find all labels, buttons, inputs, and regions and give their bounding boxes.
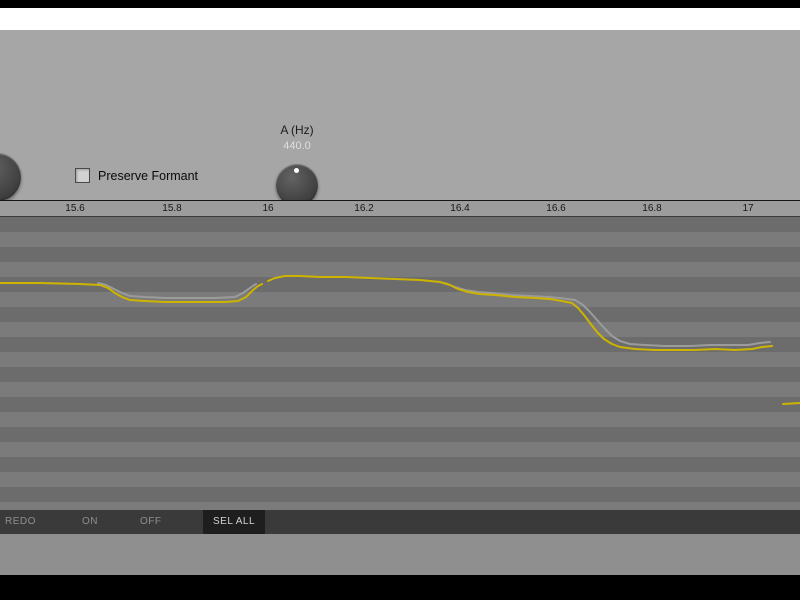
top-black-bar: [0, 0, 800, 8]
time-ruler[interactable]: 15.6 15.8 16 16.2 16.4 16.6 16.8 17: [0, 200, 800, 216]
ruler-tick-label: 16.8: [642, 203, 662, 214]
ruler-tick-label: 15.8: [162, 203, 182, 214]
bottom-toolbar: REDO ON OFF SEL ALL: [0, 510, 800, 534]
ruler-tick-label: 15.6: [65, 203, 85, 214]
toolbar-button-sel-all[interactable]: SEL ALL: [203, 510, 266, 534]
left-knob[interactable]: [0, 153, 21, 201]
lower-gray-strip: [0, 534, 800, 575]
control-panel: Preserve Formant A (Hz) 440.0: [0, 30, 800, 206]
ruler-tick-label: 16.6: [546, 203, 566, 214]
ruler-tick-label: 16.2: [354, 203, 374, 214]
ruler-tick-label: 16: [262, 203, 274, 214]
knob-indicator-dot: [294, 168, 299, 173]
preserve-formant-checkbox[interactable]: [75, 168, 90, 183]
host-title-strip: [0, 8, 800, 30]
toolbar-button-on[interactable]: ON: [82, 516, 98, 527]
toolbar-button-redo[interactable]: REDO: [5, 516, 36, 527]
a-hz-value: 440.0: [283, 140, 311, 152]
preserve-formant-label: Preserve Formant: [98, 169, 199, 183]
a-hz-label: A (Hz): [280, 123, 314, 137]
bottom-black-bar: [0, 575, 800, 600]
pitch-edit-area[interactable]: [0, 216, 800, 510]
ruler-tick-label: 16.4: [450, 203, 470, 214]
ruler-tick-label: 17: [742, 203, 754, 214]
a-hz-knob[interactable]: [276, 164, 318, 206]
toolbar-button-off[interactable]: OFF: [140, 516, 162, 527]
